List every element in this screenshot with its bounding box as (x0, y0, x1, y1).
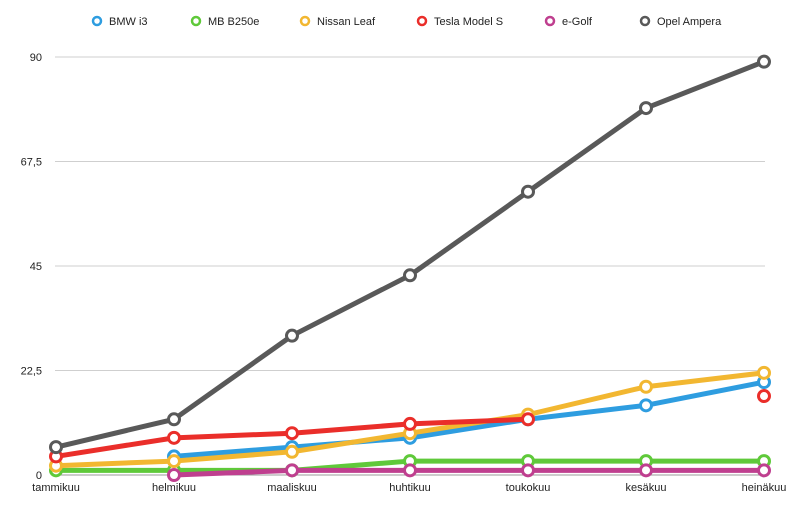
legend-item: Tesla Model S (416, 15, 503, 28)
series-group (49, 54, 771, 482)
legend-item: Nissan Leaf (299, 15, 376, 28)
data-point (49, 440, 63, 455)
y-tick-label: 22,5 (21, 366, 42, 378)
data-point (167, 430, 181, 445)
x-tick-label: tammikuu (32, 482, 80, 494)
legend-marker (416, 15, 428, 27)
data-point (167, 412, 181, 427)
data-point (757, 365, 771, 380)
legend-item: BMW i3 (91, 15, 148, 28)
legend-label: Opel Ampera (657, 16, 722, 28)
data-point (167, 468, 181, 482)
legend-label: Nissan Leaf (317, 16, 376, 28)
data-point (285, 444, 299, 459)
legend: BMW i3 MB B250e Nissan Leaf Tesla Model S e-… (91, 15, 722, 28)
data-point (285, 463, 299, 478)
y-tick-label: 45 (30, 261, 42, 273)
series-tesla-model-s (49, 389, 771, 464)
legend-label: BMW i3 (109, 16, 148, 28)
legend-label: MB B250e (208, 16, 259, 28)
legend-label: e-Golf (562, 16, 593, 28)
x-axis-ticks: tammikuu helmikuu maaliskuu huhtikuu toukoku… (32, 482, 786, 494)
series-line (171, 467, 767, 478)
data-point (639, 398, 653, 413)
legend-marker (190, 15, 202, 27)
legend-item: MB B250e (190, 15, 259, 28)
series-line (171, 379, 767, 459)
y-tick-label: 67,5 (21, 157, 42, 169)
legend-marker (639, 15, 651, 27)
legend-item: e-Golf (544, 15, 593, 28)
data-point (639, 379, 653, 394)
data-point (639, 463, 653, 478)
legend-marker (91, 15, 103, 27)
x-tick-label: toukokuu (506, 482, 551, 494)
data-point (639, 101, 653, 116)
legend-item: Opel Ampera (639, 15, 722, 28)
series-line (53, 59, 767, 450)
data-point (521, 463, 535, 478)
y-axis-ticks: 0 22,5 45 67,5 90 (21, 52, 42, 482)
data-point (285, 328, 299, 343)
x-tick-label: kesäkuu (626, 482, 667, 494)
data-point (521, 412, 535, 427)
legend-marker (299, 15, 311, 27)
series-opel-ampera (49, 54, 771, 455)
data-point (757, 389, 771, 404)
data-point (285, 426, 299, 441)
data-point (403, 416, 417, 431)
data-point (757, 463, 771, 478)
x-tick-label: huhtikuu (389, 482, 431, 494)
x-tick-label: helmikuu (152, 482, 196, 494)
y-tick-label: 0 (36, 470, 42, 482)
x-tick-label: maaliskuu (267, 482, 317, 494)
series-e-golf (167, 463, 771, 482)
data-point (521, 184, 535, 199)
data-point (403, 268, 417, 283)
data-point (167, 454, 181, 469)
y-tick-label: 90 (30, 52, 42, 64)
gridlines (55, 56, 765, 476)
data-point (757, 54, 771, 69)
data-point (403, 463, 417, 478)
x-tick-label: heinäkuu (742, 482, 787, 494)
legend-label: Tesla Model S (434, 16, 503, 28)
legend-marker (544, 15, 556, 27)
